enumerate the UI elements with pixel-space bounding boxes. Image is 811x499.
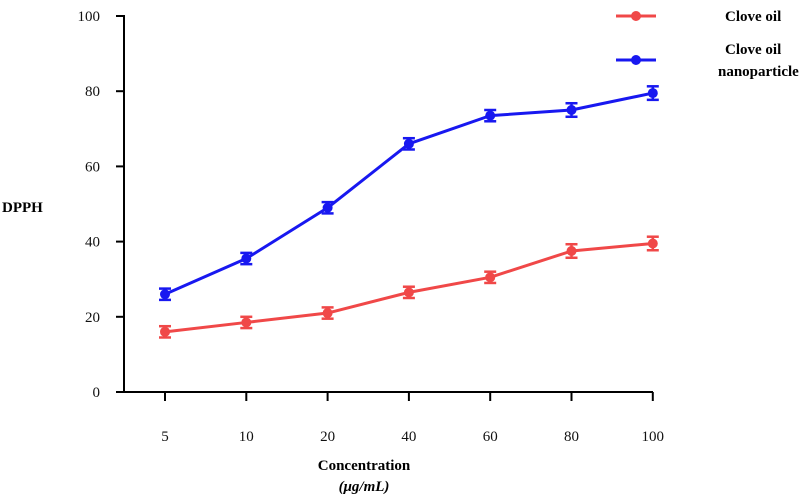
legend-marker-clove-oil-nanoparticle bbox=[631, 55, 641, 65]
x-tick-label: 40 bbox=[401, 429, 416, 445]
legend-item-clove-oil: Clove oil bbox=[616, 9, 781, 25]
data-point bbox=[403, 287, 414, 298]
data-point bbox=[647, 238, 658, 249]
y-tick-label: 100 bbox=[78, 9, 101, 25]
x-tick-label: 20 bbox=[320, 429, 335, 445]
x-axis-title-line2: (μg/mL) bbox=[339, 479, 390, 495]
legend-item-clove-oil-nanoparticle: Clove oil nanoparticle bbox=[616, 42, 799, 80]
data-point bbox=[241, 317, 252, 328]
legend-label-clove-oil: Clove oil bbox=[725, 9, 781, 25]
x-ticks: 5 10 20 40 60 80 100 bbox=[161, 392, 664, 445]
data-point bbox=[160, 326, 170, 337]
axes bbox=[123, 15, 653, 393]
legend-label-clove-oil-nanoparticle-line1: Clove oil bbox=[725, 42, 781, 58]
data-point bbox=[322, 308, 333, 319]
y-tick-label: 40 bbox=[85, 235, 100, 251]
series-clove-oil bbox=[159, 235, 659, 339]
x-tick-label: 100 bbox=[642, 429, 665, 445]
y-tick-label: 80 bbox=[85, 84, 100, 100]
data-point bbox=[485, 110, 496, 121]
data-point bbox=[322, 202, 333, 213]
data-point bbox=[241, 253, 252, 264]
data-point bbox=[647, 88, 658, 99]
series-line-clove-oil-nanoparticle bbox=[164, 91, 654, 296]
y-axis-title: DPPH bbox=[2, 200, 43, 216]
legend-label-clove-oil-nanoparticle-line2: nanoparticle bbox=[718, 64, 799, 80]
series-clove-oil-nanoparticle bbox=[159, 85, 659, 302]
legend: Clove oil Clove oil nanoparticle bbox=[616, 9, 799, 80]
y-tick-label: 60 bbox=[85, 159, 100, 175]
data-point bbox=[160, 289, 170, 300]
y-tick-label: 0 bbox=[93, 385, 101, 401]
data-point bbox=[566, 105, 577, 115]
legend-marker-clove-oil bbox=[631, 11, 641, 21]
y-ticks: 0 20 40 60 80 100 bbox=[78, 9, 124, 401]
x-tick-label: 10 bbox=[239, 429, 254, 445]
y-tick-label: 20 bbox=[85, 310, 100, 326]
x-axis-title-line1: Concentration bbox=[318, 458, 411, 474]
x-tick-label: 80 bbox=[564, 429, 579, 445]
series-layer bbox=[159, 85, 659, 339]
data-point bbox=[485, 272, 496, 283]
data-point bbox=[403, 138, 414, 149]
x-tick-label: 5 bbox=[161, 429, 169, 445]
data-point bbox=[566, 246, 577, 256]
x-tick-label: 60 bbox=[483, 429, 498, 445]
